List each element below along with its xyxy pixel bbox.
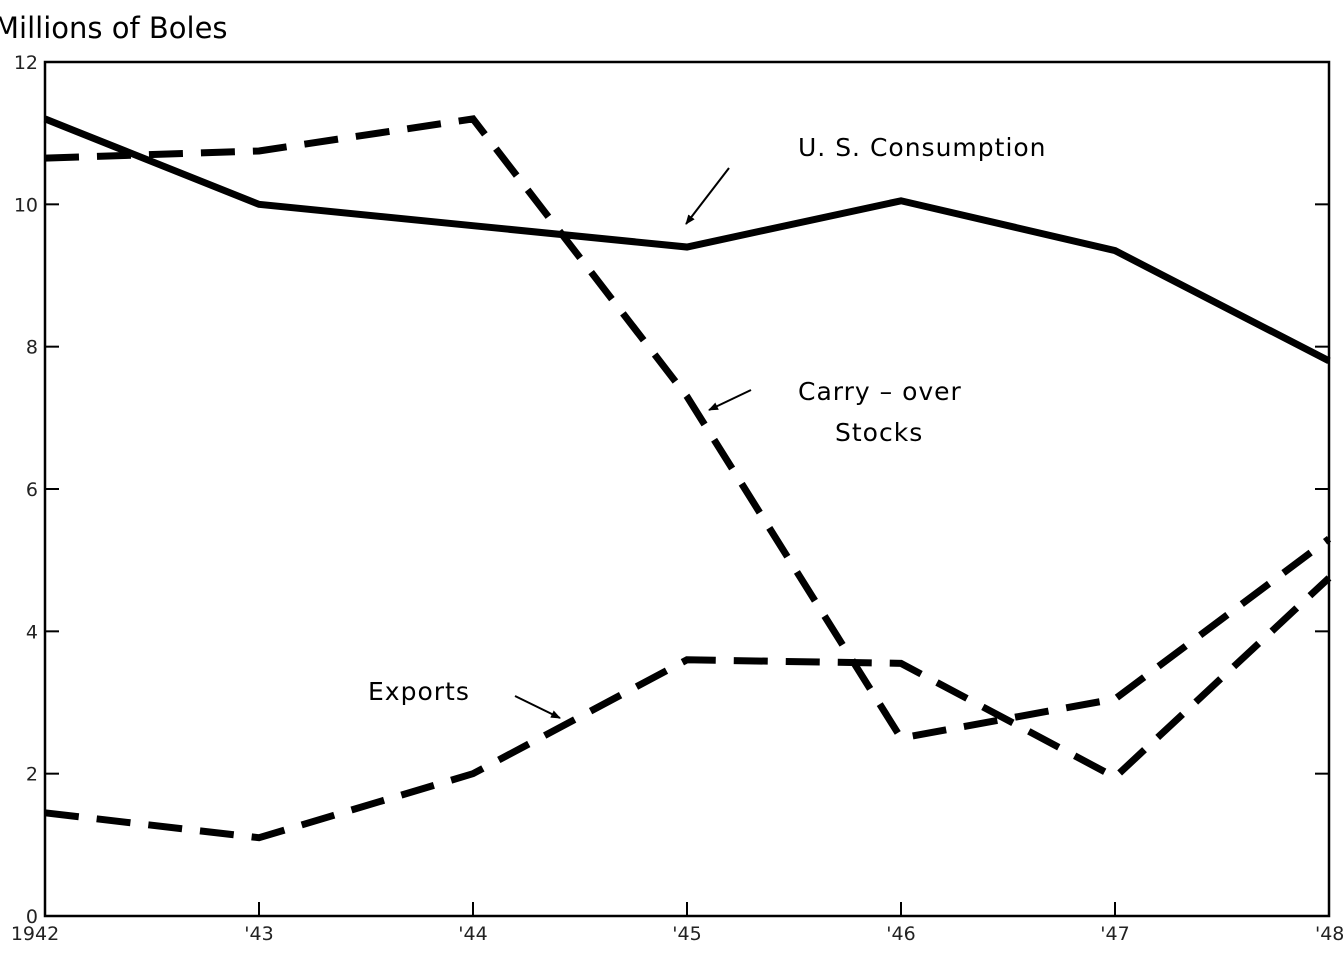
series-line-exports [44, 575, 1332, 842]
y-tick-label: 10 [14, 194, 38, 216]
annotation-exports: Exports [368, 677, 470, 706]
plot-frame [43, 60, 1331, 918]
series-line-carryover [44, 115, 1332, 742]
y-tick-label: 12 [14, 52, 38, 74]
x-tick-label: 1942 [11, 923, 59, 945]
annotation-arrow-exports [514, 695, 561, 719]
series-line-consumption [43, 115, 1331, 365]
y-tick-label: 2 [26, 764, 38, 786]
y-axis-label: Millions of Boles [0, 11, 228, 45]
y-tick-label: 8 [26, 337, 38, 359]
annotation-arrow-consumption [685, 167, 730, 225]
y-tick-label: 4 [26, 621, 38, 643]
annotations-group: U. S. Consumption Carry – over Stocks Expor… [368, 133, 1047, 719]
series-group [43, 115, 1332, 842]
x-tick-label: '45 [672, 923, 701, 945]
x-tick-label: '47 [1100, 923, 1129, 945]
annotation-carryover: Carry – over [798, 377, 962, 406]
y-tick-label: 0 [26, 906, 38, 928]
x-tick-label: '46 [886, 923, 915, 945]
x-tick-label: '44 [458, 923, 487, 945]
y-tick-label: 6 [26, 479, 38, 501]
ticks-group: 0 2 4 6 8 10 12 1942 '43 '44 '45 '46 '47 '48 [11, 52, 1344, 945]
x-tick-label: '48 [1315, 923, 1344, 945]
annotation-carryover: Stocks [835, 418, 923, 447]
x-tick-label: '43 [244, 923, 273, 945]
annotation-consumption: U. S. Consumption [798, 133, 1047, 162]
annotation-arrow-carryover [708, 389, 752, 411]
